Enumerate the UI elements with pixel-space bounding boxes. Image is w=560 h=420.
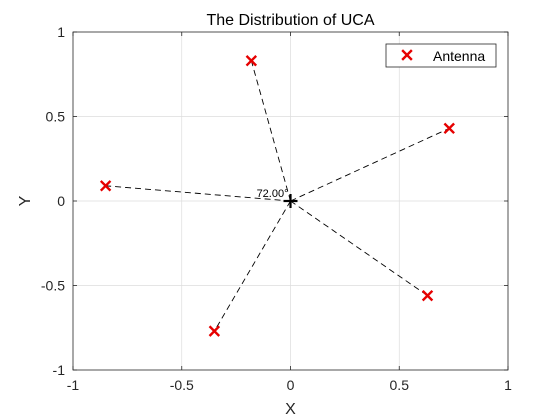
grid-lines (73, 32, 508, 370)
x-tick-label-4: 1 (504, 377, 512, 393)
legend-box (385, 43, 497, 68)
y-tick-label-4: 1 (57, 24, 65, 40)
spoke-line-3 (213, 200, 291, 332)
y-axis-title: Y (17, 195, 34, 206)
antenna-marker-4 (421, 289, 434, 302)
chart-title: The Distribution of UCA (206, 12, 374, 29)
spoke-line-0 (290, 127, 450, 202)
legend-entry-antenna: Antenna (433, 48, 485, 64)
x-tick-label-1: -0.5 (170, 377, 194, 393)
antenna-marker-1 (245, 55, 258, 67)
x-axis-title: X (285, 401, 296, 418)
antenna-marker-0 (443, 122, 455, 135)
legend: Antenna (385, 43, 497, 68)
y-tick-label-2: 0 (57, 193, 65, 209)
spoke-line-2 (105, 185, 291, 202)
spoke-lines (105, 60, 450, 332)
center-marker (283, 194, 298, 208)
x-tick-label-0: -1 (67, 377, 80, 393)
angle-annotation: 72.00° (257, 188, 289, 200)
data-markers (99, 55, 455, 337)
antenna-marker-2 (99, 180, 112, 192)
x-tick-label-2: 0 (287, 377, 295, 393)
axis-ticks: -1 -0.5 0 0.5 1 -1 -0.5 0 0.5 1 (41, 24, 512, 393)
x-tick-label-3: 0.5 (390, 377, 410, 393)
antenna-marker-3 (208, 325, 221, 337)
spoke-line-4 (290, 200, 428, 297)
y-tick-label-1: -0.5 (41, 278, 65, 294)
legend-marker (401, 49, 413, 61)
spoke-line-1 (250, 60, 291, 202)
y-tick-label-3: 0.5 (46, 109, 66, 125)
y-tick-label-0: -1 (53, 362, 66, 378)
